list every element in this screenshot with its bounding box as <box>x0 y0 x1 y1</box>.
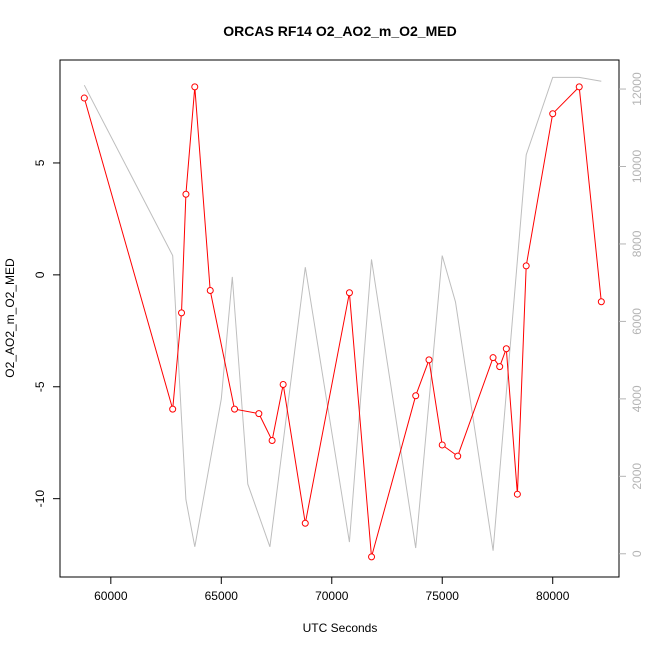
y2-tick-label: 8000 <box>630 230 644 257</box>
data-point <box>513 490 521 498</box>
data-point <box>438 441 446 449</box>
secondary-series-line <box>83 76 602 551</box>
data-point <box>502 345 510 353</box>
data-point <box>191 83 199 91</box>
x-tick-label: 75000 <box>426 589 460 603</box>
data-point <box>345 289 353 297</box>
y-tick-label: -5 <box>33 381 47 392</box>
data-point <box>489 354 497 362</box>
x-axis-label: UTC Seconds <box>303 621 378 635</box>
y2-tick-label: 4000 <box>630 385 644 412</box>
data-point <box>301 519 309 527</box>
y2-tick-label: 6000 <box>630 308 644 335</box>
data-point <box>549 110 557 118</box>
x-tick-label: 70000 <box>315 589 349 603</box>
y-tick-label: -10 <box>33 490 47 508</box>
plot-frame <box>59 59 620 578</box>
data-point <box>182 190 190 198</box>
data-point <box>169 405 177 413</box>
data-point <box>80 94 88 102</box>
data-point <box>412 392 420 400</box>
y2-axis: 0 2000 4000 6000 8000 10000 12000 <box>619 72 644 557</box>
data-point <box>597 298 605 306</box>
y-tick-label: 0 <box>33 271 47 278</box>
data-point <box>231 405 239 413</box>
data-point <box>255 410 263 418</box>
primary-series-line <box>83 85 602 558</box>
x-tick-label: 80000 <box>536 589 570 603</box>
data-point <box>279 381 287 389</box>
data-point <box>178 309 186 317</box>
y-axis: -10 -5 0 5 <box>33 159 60 507</box>
y2-tick-label: 0 <box>630 550 644 557</box>
data-point <box>575 83 583 91</box>
data-point <box>368 553 376 561</box>
series-layer <box>80 76 605 561</box>
y-axis-label: O2_AO2_m_O2_MED <box>3 258 17 378</box>
y2-tick-label: 12000 <box>630 72 644 106</box>
x-axis: 60000 65000 70000 75000 80000 <box>94 577 570 603</box>
data-point <box>268 436 276 444</box>
y2-tick-label: 2000 <box>630 463 644 490</box>
data-point <box>454 452 462 460</box>
y-tick-label: 5 <box>33 159 47 166</box>
data-point <box>522 262 530 270</box>
x-tick-label: 60000 <box>94 589 128 603</box>
chart-title: ORCAS RF14 O2_AO2_m_O2_MED <box>223 23 456 39</box>
x-tick-label: 65000 <box>205 589 239 603</box>
data-point <box>206 287 214 295</box>
data-point <box>425 356 433 364</box>
data-point <box>496 363 504 371</box>
y2-tick-label: 10000 <box>630 149 644 183</box>
